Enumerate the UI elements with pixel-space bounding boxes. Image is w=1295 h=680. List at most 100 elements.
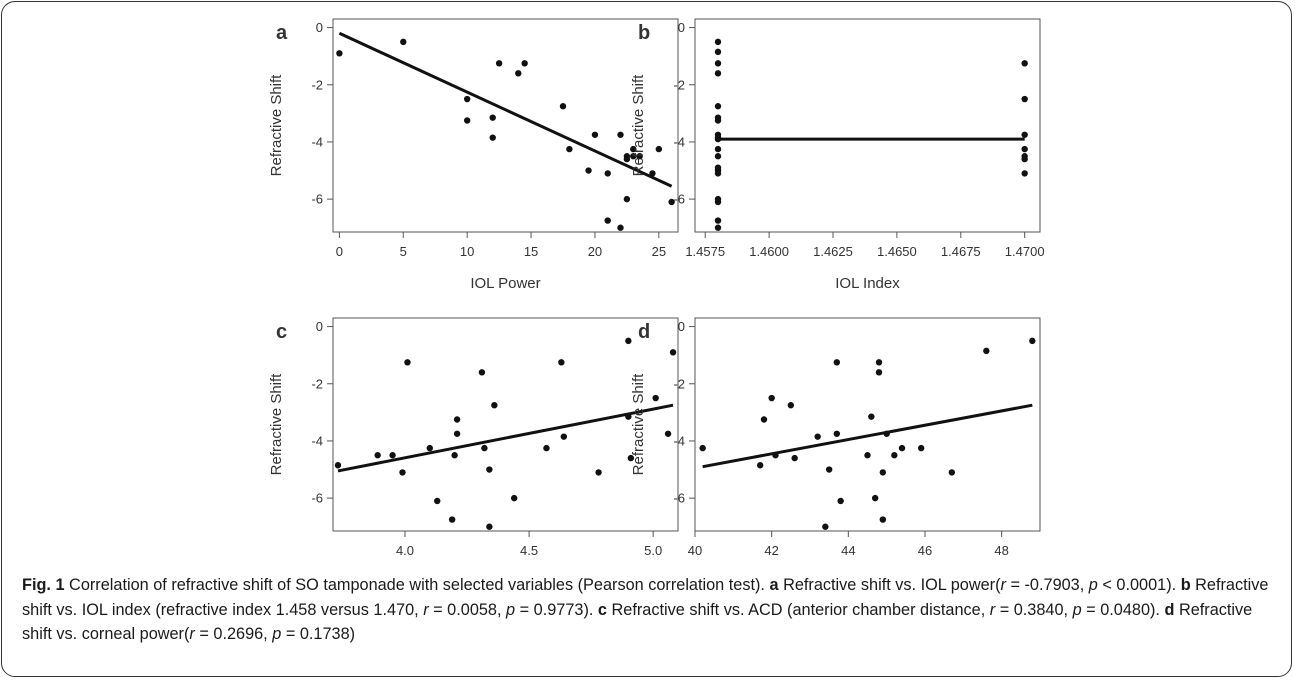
- data-point: [486, 466, 493, 473]
- y-axis-label: Refractive Shift: [268, 74, 285, 177]
- caption-d-r-value: = 0.2696,: [194, 625, 273, 643]
- data-point: [463, 95, 471, 103]
- y-tick-label: -6: [311, 491, 323, 506]
- data-point: [875, 369, 883, 376]
- data-point: [833, 359, 841, 366]
- data-point: [566, 145, 573, 153]
- data-point: [1021, 170, 1028, 177]
- data-point: [714, 60, 722, 67]
- data-point: [837, 497, 844, 505]
- data-point: [664, 430, 672, 437]
- y-tick-label: 0: [678, 20, 685, 35]
- caption-b-r-symbol: r: [423, 600, 429, 619]
- x-axis-label: IOL Power: [470, 275, 540, 292]
- data-point: [714, 38, 722, 46]
- data-point: [871, 494, 879, 502]
- data-point: [875, 359, 883, 366]
- caption-c-letter: c: [597, 600, 607, 619]
- caption-a-p-symbol: p: [1088, 576, 1098, 594]
- data-point: [652, 394, 659, 402]
- x-axis-label: IOL Index: [835, 275, 900, 292]
- data-point: [864, 452, 871, 459]
- data-point: [481, 444, 488, 452]
- data-point: [898, 444, 906, 452]
- data-point: [334, 462, 342, 469]
- plot-area: [332, 317, 679, 532]
- data-point: [559, 103, 567, 110]
- data-point: [630, 153, 637, 160]
- data-point: [868, 413, 875, 420]
- data-point: [336, 50, 343, 57]
- data-point: [585, 167, 592, 174]
- data-point: [825, 466, 833, 473]
- data-point: [404, 359, 411, 366]
- data-point: [453, 416, 461, 423]
- data-point: [510, 494, 518, 502]
- data-point: [434, 497, 441, 505]
- data-point: [489, 114, 496, 121]
- caption-fig-label: Fig. 1: [22, 576, 65, 594]
- data-point: [486, 523, 493, 530]
- data-point: [604, 217, 611, 224]
- x-tick-label: 5.0: [644, 543, 662, 558]
- data-point: [617, 224, 624, 231]
- data-point: [669, 349, 677, 356]
- data-point: [489, 134, 496, 141]
- data-point: [714, 145, 722, 153]
- x-tick-label: 1.4675: [941, 244, 981, 259]
- data-point: [655, 145, 663, 153]
- caption-d-p-value: = 0.1738): [281, 625, 356, 643]
- x-tick-label: 10: [460, 244, 474, 259]
- data-point: [879, 516, 887, 523]
- data-point: [625, 337, 632, 345]
- panel-letter: c: [276, 321, 287, 343]
- data-point: [714, 198, 722, 206]
- data-point: [453, 430, 461, 437]
- data-point: [636, 153, 643, 160]
- data-point: [917, 444, 925, 452]
- figure-caption: Fig. 1 Correlation of refractive shift o…: [22, 573, 1277, 647]
- figure-plots: 0 5 10 15 20 25 0 -2 -4 -6 IOL Power Refractive Shi…: [268, 18, 1045, 558]
- x-tick-label: 5: [400, 244, 407, 259]
- data-point: [1021, 60, 1028, 67]
- regression-line: [702, 403, 1033, 469]
- data-point: [833, 430, 841, 437]
- data-point: [714, 117, 722, 124]
- panel-letter: d: [638, 321, 650, 343]
- y-tick-label: 0: [316, 319, 323, 334]
- caption-a-p-value: < 0.0001).: [1097, 576, 1181, 594]
- panel-b: 1.4575 1.4600 1.4625 1.4650 1.4675 1.4700 0 -2 -…: [630, 18, 1045, 292]
- panel-letter: a: [276, 22, 288, 44]
- data-point: [399, 469, 406, 476]
- x-tick-label: 4.5: [520, 543, 538, 558]
- data-point: [623, 195, 631, 203]
- x-tick-label: 48: [994, 543, 1008, 558]
- x-tick-label: 0: [336, 244, 343, 259]
- data-point: [617, 131, 624, 138]
- data-point: [714, 224, 722, 231]
- y-tick-label: -4: [311, 134, 323, 149]
- data-point: [791, 454, 798, 462]
- caption-c-r-value: = 0.3840,: [995, 600, 1073, 619]
- caption-intro: Correlation of refractive shift of SO ta…: [64, 576, 770, 594]
- caption-c-r-symbol: r: [989, 600, 996, 619]
- x-tick-label: 1.4650: [877, 244, 917, 259]
- x-tick-label: 1.4625: [813, 244, 853, 259]
- data-point: [756, 462, 764, 469]
- data-point: [714, 70, 722, 77]
- x-tick-label: 42: [764, 543, 778, 558]
- y-tick-label: -4: [673, 433, 685, 448]
- data-point: [714, 153, 722, 160]
- data-point: [772, 452, 779, 459]
- panel-letter: b: [638, 22, 650, 44]
- data-point: [787, 402, 795, 409]
- data-point: [768, 394, 775, 402]
- x-tick-label: 40: [688, 543, 702, 558]
- data-point: [1021, 155, 1028, 163]
- y-axis-label: Refractive Shift: [630, 74, 647, 177]
- caption-c-text: Refractive shift vs. ACD (anterior chamb…: [606, 600, 990, 619]
- plot-area: [332, 18, 679, 233]
- data-point: [463, 117, 471, 124]
- data-point: [521, 60, 528, 67]
